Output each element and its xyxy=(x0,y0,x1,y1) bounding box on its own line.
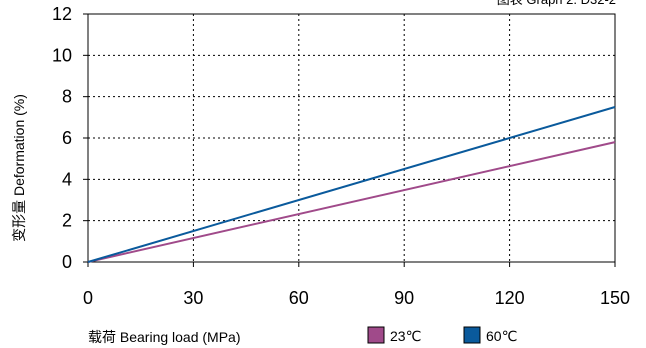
y-tick-label: 6 xyxy=(62,128,72,148)
x-tick-label: 120 xyxy=(495,288,525,308)
x-axis-label: 载荷 Bearing load (MPa) xyxy=(88,329,241,345)
x-tick-label: 60 xyxy=(289,288,309,308)
plot-frame xyxy=(88,14,615,262)
y-tick-label: 10 xyxy=(52,45,72,65)
y-tick-label: 0 xyxy=(62,252,72,272)
legend-swatch xyxy=(464,327,480,343)
y-axis-label: 变形量 Deformation (%) xyxy=(11,94,27,242)
legend-label: 23℃ xyxy=(390,328,421,344)
x-tick-label: 0 xyxy=(83,288,93,308)
x-tick-label: 150 xyxy=(600,288,630,308)
chart-title: 图表 Graph 2. D32-2 xyxy=(497,0,616,7)
x-tick-label: 90 xyxy=(394,288,414,308)
x-tick-label: 30 xyxy=(183,288,203,308)
series-line-0 xyxy=(88,142,615,262)
y-tick-label: 8 xyxy=(62,87,72,107)
legend-label: 60℃ xyxy=(486,328,517,344)
legend-swatch xyxy=(368,327,384,343)
series-line-1 xyxy=(88,107,615,262)
y-tick-label: 4 xyxy=(62,169,72,189)
y-tick-label: 2 xyxy=(62,211,72,231)
y-tick-label: 12 xyxy=(52,4,72,24)
